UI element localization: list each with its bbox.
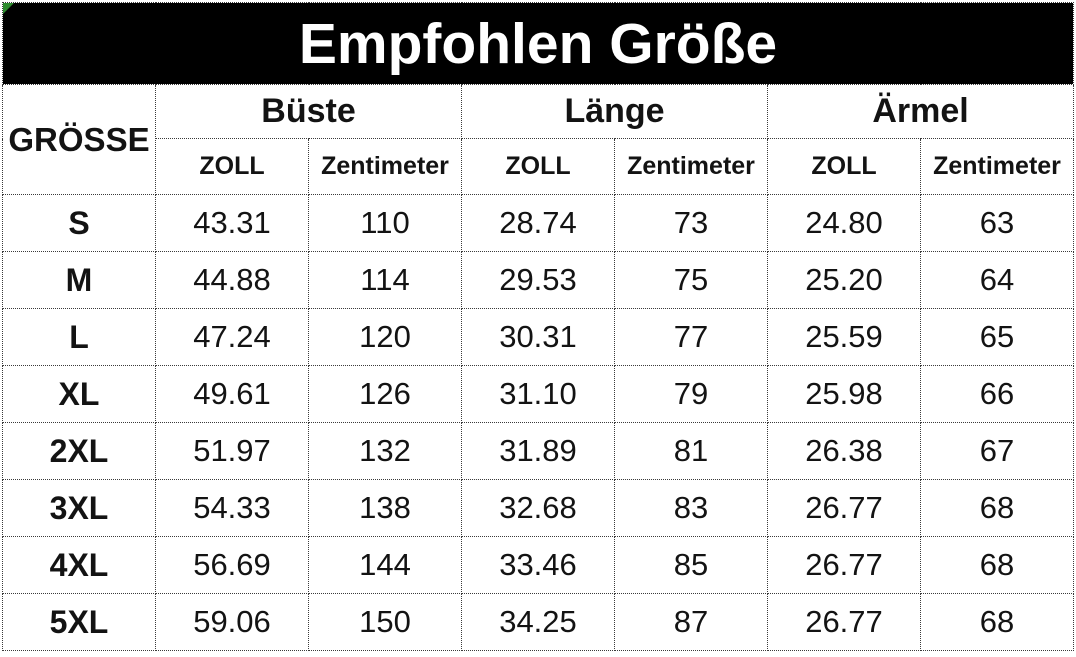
value-aermel-zentimeter: 65	[920, 308, 1074, 366]
value-laenge-zoll: 33.46	[461, 536, 615, 594]
table-row-l: L 47.24 120 30.31 77 25.59 65	[2, 308, 1074, 366]
size-label: 4XL	[2, 536, 156, 594]
group-header-row: GRÖSSE Büste Länge Ärmel	[2, 84, 1074, 195]
value-bueste-zoll: 54.33	[155, 479, 309, 537]
size-label: L	[2, 308, 156, 366]
unit-header-laenge-zentimeter: Zentimeter	[614, 138, 768, 195]
value-bueste-zentimeter: 120	[308, 308, 462, 366]
value-bueste-zoll: 49.61	[155, 365, 309, 423]
value-laenge-zentimeter: 85	[614, 536, 768, 594]
size-label: 5XL	[2, 593, 156, 651]
table-row-3xl: 3XL 54.33 138 32.68 83 26.77 68	[2, 479, 1074, 537]
value-laenge-zentimeter: 81	[614, 422, 768, 480]
table-row-2xl: 2XL 51.97 132 31.89 81 26.38 67	[2, 422, 1074, 480]
value-bueste-zentimeter: 132	[308, 422, 462, 480]
value-bueste-zentimeter: 114	[308, 251, 462, 309]
value-bueste-zoll: 59.06	[155, 593, 309, 651]
unit-header-laenge-zoll: ZOLL	[461, 138, 615, 195]
table-row-4xl: 4XL 56.69 144 33.46 85 26.77 68	[2, 536, 1074, 594]
size-label: 2XL	[2, 422, 156, 480]
table-row-s: S 43.31 110 28.74 73 24.80 63	[2, 194, 1074, 252]
unit-header-bueste-zoll: ZOLL	[155, 138, 309, 195]
value-aermel-zoll: 25.59	[767, 308, 921, 366]
size-label: M	[2, 251, 156, 309]
value-aermel-zentimeter: 68	[920, 593, 1074, 651]
value-laenge-zentimeter: 73	[614, 194, 768, 252]
value-aermel-zoll: 25.20	[767, 251, 921, 309]
value-bueste-zoll: 51.97	[155, 422, 309, 480]
size-label: 3XL	[2, 479, 156, 537]
value-aermel-zentimeter: 63	[920, 194, 1074, 252]
column-group-bueste: Büste	[155, 84, 462, 139]
value-laenge-zoll: 31.10	[461, 365, 615, 423]
value-laenge-zentimeter: 79	[614, 365, 768, 423]
value-aermel-zentimeter: 64	[920, 251, 1074, 309]
value-aermel-zoll: 26.77	[767, 536, 921, 594]
value-laenge-zoll: 28.74	[461, 194, 615, 252]
chart-title-text: Empfohlen Größe	[298, 11, 778, 76]
size-chart-body: S 43.31 110 28.74 73 24.80 63 M 44.88 11…	[2, 194, 1074, 651]
column-group-aermel: Ärmel	[767, 84, 1074, 139]
value-aermel-zentimeter: 66	[920, 365, 1074, 423]
value-laenge-zoll: 29.53	[461, 251, 615, 309]
column-header-groesse: GRÖSSE	[2, 84, 156, 195]
value-aermel-zoll: 26.77	[767, 593, 921, 651]
value-aermel-zentimeter: 67	[920, 422, 1074, 480]
unit-header-aermel-zoll: ZOLL	[767, 138, 921, 195]
value-aermel-zoll: 26.38	[767, 422, 921, 480]
green-corner-marker-icon	[3, 3, 14, 14]
unit-header-bueste-zentimeter: Zentimeter	[308, 138, 462, 195]
column-group-laenge: Länge	[461, 84, 768, 139]
unit-header-aermel-zentimeter: Zentimeter	[920, 138, 1074, 195]
value-aermel-zoll: 24.80	[767, 194, 921, 252]
value-aermel-zentimeter: 68	[920, 536, 1074, 594]
value-laenge-zoll: 34.25	[461, 593, 615, 651]
value-laenge-zoll: 30.31	[461, 308, 615, 366]
value-bueste-zoll: 43.31	[155, 194, 309, 252]
value-laenge-zoll: 31.89	[461, 422, 615, 480]
value-aermel-zoll: 26.77	[767, 479, 921, 537]
value-laenge-zentimeter: 83	[614, 479, 768, 537]
size-chart-header: Empfohlen Größe GRÖSSE Büste Länge Ärmel…	[2, 2, 1074, 195]
value-bueste-zentimeter: 138	[308, 479, 462, 537]
table-row-xl: XL 49.61 126 31.10 79 25.98 66	[2, 365, 1074, 423]
table-row-m: M 44.88 114 29.53 75 25.20 64	[2, 251, 1074, 309]
value-bueste-zoll: 44.88	[155, 251, 309, 309]
value-aermel-zoll: 25.98	[767, 365, 921, 423]
value-laenge-zentimeter: 77	[614, 308, 768, 366]
table-row-5xl: 5XL 59.06 150 34.25 87 26.77 68	[2, 593, 1074, 651]
value-laenge-zentimeter: 75	[614, 251, 768, 309]
value-bueste-zoll: 56.69	[155, 536, 309, 594]
value-aermel-zentimeter: 68	[920, 479, 1074, 537]
value-bueste-zentimeter: 150	[308, 593, 462, 651]
size-label: XL	[2, 365, 156, 423]
unit-header-row: ZOLL Zentimeter ZOLL Zentimeter ZOLL Zen…	[3, 138, 1074, 195]
value-laenge-zoll: 32.68	[461, 479, 615, 537]
chart-title: Empfohlen Größe	[2, 2, 1074, 85]
value-bueste-zoll: 47.24	[155, 308, 309, 366]
value-bueste-zentimeter: 126	[308, 365, 462, 423]
value-laenge-zentimeter: 87	[614, 593, 768, 651]
value-bueste-zentimeter: 144	[308, 536, 462, 594]
title-row: Empfohlen Größe	[2, 2, 1074, 85]
value-bueste-zentimeter: 110	[308, 194, 462, 252]
size-label: S	[2, 194, 156, 252]
